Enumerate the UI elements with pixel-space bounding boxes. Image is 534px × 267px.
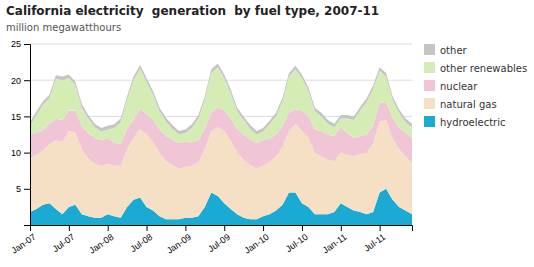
y-axis: 5 10 15 20 25 [11, 39, 31, 225]
y-axis-line [24, 45, 31, 226]
x-tick-mark [341, 225, 342, 231]
x-tick-label: Jul-11 [362, 232, 387, 254]
legend-item: nuclear [424, 80, 478, 92]
legend-label: other [440, 45, 468, 56]
y-tick-mark [24, 153, 30, 154]
legend-swatch [424, 116, 435, 127]
x-tick-label: Jul-09 [206, 232, 232, 254]
x-tick-mark [224, 225, 225, 231]
x-tick-mark [380, 225, 381, 231]
y-tick: 20 [11, 76, 30, 86]
legend-item: hydroelectric [424, 116, 506, 128]
areas [30, 64, 412, 225]
x-tick-label: Jul-07 [51, 232, 77, 254]
y-tick-mark [24, 44, 30, 45]
y-tick: 10 [11, 148, 30, 158]
x-tick: Jul-10 [284, 225, 310, 254]
y-tick-mark [24, 189, 30, 190]
subtitle: million megawatthours [6, 22, 121, 33]
legend-label: nuclear [440, 81, 478, 92]
x-tick: Jan-11 [321, 225, 349, 255]
legend: other other renewables nuclear natural gas h… [424, 44, 527, 128]
x-tick-label: Jul-08 [128, 232, 154, 254]
x-tick-mark [185, 225, 186, 231]
x-tick-label: Jan-09 [165, 232, 193, 256]
title: California electricity generation by fue… [6, 4, 379, 18]
x-tick-label: Jan-10 [242, 232, 270, 256]
legend-label: other renewables [440, 63, 527, 74]
x-tick: Jul-11 [362, 225, 387, 254]
x-tick: Jan-10 [242, 225, 270, 256]
y-tick-mark [24, 116, 30, 117]
legend-item: other [424, 44, 468, 56]
x-tick-mark [69, 225, 70, 231]
x-tick-label: Jul-10 [284, 232, 310, 254]
chart: California electricity generation by fue… [0, 0, 534, 267]
plot: Jan-07 Jul-07 Jan-08 Jul-08 Jan-09 Jul-09 Jan-… [9, 39, 412, 255]
y-tick-label: 25 [11, 39, 21, 49]
x-tick: Jan-08 [87, 225, 115, 256]
x-tick-label: Jan-11 [321, 232, 349, 256]
x-axis: Jan-07 Jul-07 Jan-08 Jul-08 Jan-09 Jul-09 Jan-… [9, 225, 412, 256]
legend-label: natural gas [440, 99, 497, 110]
grid-line [30, 44, 412, 45]
legend-swatch [424, 44, 435, 55]
x-tick: Jul-07 [51, 225, 77, 254]
x-tick-mark [302, 225, 303, 231]
legend-item: natural gas [424, 98, 497, 110]
area [30, 67, 412, 144]
legend-item: other renewables [424, 62, 527, 74]
legend-swatch [424, 62, 435, 73]
y-tick-mark [24, 80, 30, 81]
y-tick-label: 10 [11, 148, 21, 158]
y-tick-label: 5 [16, 184, 21, 194]
x-tick: Jul-09 [206, 225, 232, 254]
x-tick-label: Jan-08 [87, 232, 115, 256]
x-tick-mark [263, 225, 264, 231]
y-tick: 5 [16, 184, 30, 194]
area [30, 64, 412, 135]
x-tick: Jan-07 [9, 225, 37, 256]
x-tick-mark [147, 225, 148, 231]
x-tick-mark [108, 225, 109, 231]
legend-swatch [424, 98, 435, 109]
x-tick: Jul-08 [128, 225, 154, 254]
y-tick-label: 15 [11, 112, 21, 122]
x-tick: Jan-09 [165, 225, 193, 256]
legend-swatch [424, 80, 435, 91]
y-tick: 15 [11, 112, 30, 122]
y-tick: 25 [11, 39, 30, 49]
y-tick-label: 20 [11, 76, 21, 86]
x-axis-line [31, 226, 413, 232]
legend-label: hydroelectric [440, 117, 506, 128]
x-tick-label: Jan-07 [9, 232, 37, 256]
